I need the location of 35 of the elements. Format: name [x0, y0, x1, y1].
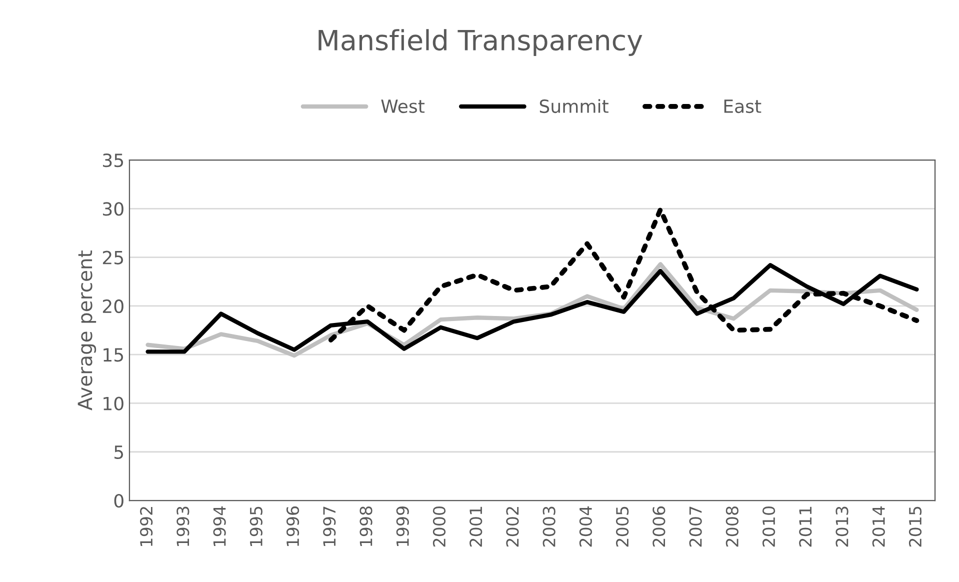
x-tick-label: 2011 — [799, 506, 812, 547]
x-tick-label: 2014 — [872, 506, 885, 547]
x-tick-label: 2002 — [506, 507, 519, 547]
y-tick-label: 25 — [102, 250, 124, 264]
x-tick-label: 2000 — [432, 506, 446, 547]
y-tick-label: 10 — [104, 396, 124, 410]
x-tick-label: 2004 — [579, 506, 592, 547]
x-tick-label: 1993 — [176, 506, 190, 546]
x-tick-label: 2005 — [616, 506, 629, 547]
legend-label: East — [724, 100, 762, 114]
x-tick-label: 1997 — [323, 506, 336, 546]
y-tick-label: 0 — [114, 494, 124, 508]
x-tick-label: 2013 — [836, 506, 848, 547]
x-tick-label: 2001 — [470, 506, 482, 547]
x-tick-label: 1994 — [213, 506, 226, 546]
y-tick-label: 35 — [103, 154, 124, 168]
x-tick-label: 2003 — [542, 506, 556, 547]
x-tick-label: 2015 — [908, 506, 922, 547]
x-tick-label: 2006 — [652, 506, 666, 547]
x-tick-label: 1996 — [286, 506, 300, 546]
y-tick-label: 20 — [102, 299, 124, 314]
x-tick-label: 1995 — [250, 506, 262, 546]
y-axis-title: Average percent — [78, 250, 96, 410]
y-tick-label: 15 — [104, 348, 124, 362]
x-tick-label: 1992 — [140, 507, 153, 546]
legend-label: Summit — [540, 99, 608, 114]
x-tick-label: 2008 — [726, 506, 738, 547]
legend-label: West — [381, 100, 425, 114]
chart-title: Mansfield Transparency — [318, 29, 642, 56]
y-tick-label: 5 — [114, 446, 124, 459]
x-tick-label: 1998 — [360, 506, 372, 546]
y-tick-label: 30 — [103, 202, 124, 216]
x-tick-label: 2007 — [689, 506, 702, 547]
x-tick-label: 2010 — [762, 506, 776, 547]
x-tick-label: 1999 — [396, 506, 409, 546]
